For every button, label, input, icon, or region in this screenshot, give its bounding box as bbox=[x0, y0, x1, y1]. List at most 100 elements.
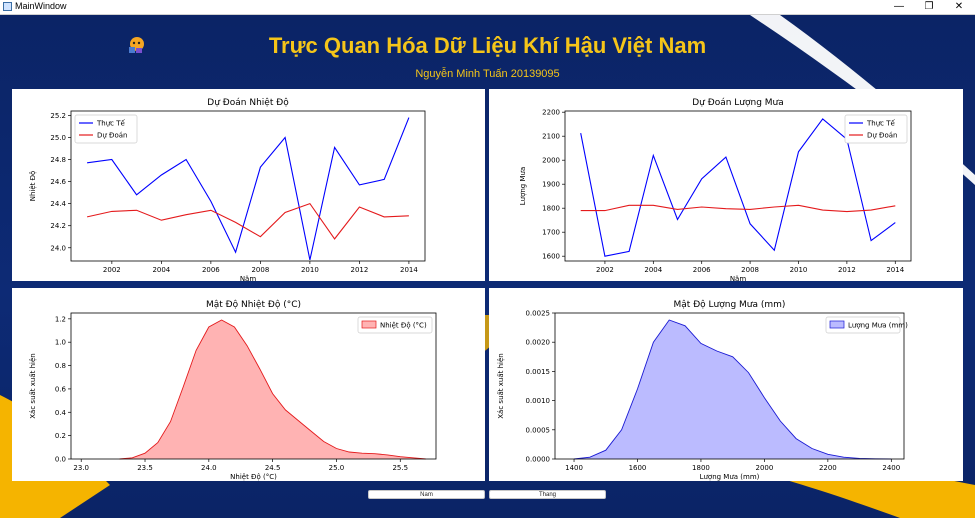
y-tick-label: 24.4 bbox=[50, 200, 66, 208]
density-fill-area bbox=[119, 320, 426, 459]
y-tick-label: 25.2 bbox=[50, 112, 66, 120]
x-axis-label: Lượng Mưa (mm) bbox=[700, 473, 760, 481]
legend-label: Nhiệt Độ (°C) bbox=[380, 322, 427, 330]
density-fill-area bbox=[574, 320, 892, 459]
weather-logo-icon bbox=[129, 37, 144, 53]
plot-frame bbox=[70, 110, 426, 262]
rainfall-forecast-panel: Dự Đoán Lượng Mưa Năm Lượng Mưa 2002 2004 200… bbox=[489, 89, 963, 283]
year-button[interactable]: Nam bbox=[368, 490, 485, 499]
y-tick-label: 0.0000 bbox=[526, 456, 551, 464]
x-tick-label: 2004 bbox=[152, 266, 170, 274]
legend-swatch bbox=[829, 320, 845, 329]
x-tick-label: 2010 bbox=[301, 266, 319, 274]
x-tick-label: 2002 bbox=[103, 266, 121, 274]
y-tick-label: 1.2 bbox=[55, 315, 66, 323]
x-tick-label: 2000 bbox=[755, 464, 773, 472]
actual-series-line bbox=[87, 117, 410, 261]
x-tick-label: 25.0 bbox=[329, 464, 345, 472]
legend-label: Dự Đoán bbox=[97, 132, 128, 140]
y-tick-label: 0.8 bbox=[55, 362, 66, 370]
x-tick-label: 25.5 bbox=[392, 464, 408, 472]
y-tick-label: 1600 bbox=[542, 253, 560, 261]
y-tick-label: 24.0 bbox=[50, 244, 66, 252]
x-tick-label: 24.5 bbox=[265, 464, 281, 472]
x-tick-label: 23.0 bbox=[73, 464, 89, 472]
x-axis-label: Năm bbox=[730, 275, 747, 281]
x-tick-label: 2014 bbox=[400, 266, 418, 274]
predicted-series-line bbox=[86, 202, 409, 240]
legend-box bbox=[74, 114, 138, 144]
y-tick-label: 2200 bbox=[542, 109, 560, 117]
rainfall-forecast-chart: Dự Đoán Lượng Mưa Năm Lượng Mưa 2002 2004 200… bbox=[519, 98, 912, 283]
y-axis-label: Xác suất xuất hiện bbox=[497, 353, 505, 418]
y-tick-label: 0.0025 bbox=[526, 310, 551, 318]
density-line bbox=[119, 319, 426, 460]
temperature-forecast-panel: Dự Đoán Nhiệt Độ Năm Nhiệt Độ 2002 2004 2006 2… bbox=[12, 89, 485, 283]
x-tick-label: 2012 bbox=[838, 266, 856, 274]
chart-title: Mật Độ Lượng Mưa (mm) bbox=[674, 299, 786, 310]
legend-box bbox=[357, 316, 433, 334]
y-tick-label: 1900 bbox=[542, 181, 560, 189]
minimize-button[interactable]: — bbox=[894, 1, 904, 12]
x-tick-label: 2200 bbox=[819, 464, 837, 472]
y-tick-label: 1.0 bbox=[55, 339, 66, 347]
x-tick-label: 2014 bbox=[886, 266, 904, 274]
x-tick-label: 1400 bbox=[565, 464, 583, 472]
density-line bbox=[573, 319, 892, 460]
y-tick-label: 0.6 bbox=[55, 385, 67, 393]
plot-frame bbox=[70, 312, 437, 460]
x-tick-label: 2002 bbox=[596, 266, 614, 274]
temperature-forecast-chart: Dự Đoán Nhiệt Độ Năm Nhiệt Độ 2002 2004 2006 2… bbox=[29, 97, 426, 283]
y-axis-label: Nhiệt Độ bbox=[29, 171, 37, 202]
x-tick-label: 2006 bbox=[693, 266, 711, 274]
x-tick-label: 1800 bbox=[692, 464, 710, 472]
y-axis-label: Lượng Mưa bbox=[519, 167, 527, 206]
y-tick-label: 1700 bbox=[542, 229, 560, 237]
chart-title: Dự Đoán Nhiệt Độ bbox=[207, 97, 289, 108]
x-tick-label: 1600 bbox=[629, 464, 647, 472]
legend-label: Dự Đoán bbox=[867, 132, 898, 140]
x-tick-label: 2010 bbox=[790, 266, 808, 274]
x-axis-label: Năm bbox=[240, 275, 257, 281]
app-icon bbox=[3, 2, 12, 11]
legend-box bbox=[825, 316, 901, 334]
legend-swatch bbox=[361, 320, 377, 329]
legend-label: Lượng Mưa (mm) bbox=[848, 322, 908, 330]
rainfall-density-chart: Mật Độ Lượng Mưa (mm) Lượng Mưa (mm) Xác s… bbox=[497, 299, 908, 481]
y-tick-label: 1800 bbox=[542, 205, 560, 213]
close-button[interactable]: ✕ bbox=[954, 1, 964, 12]
x-tick-label: 2400 bbox=[882, 464, 900, 472]
y-tick-label: 0.0010 bbox=[526, 397, 551, 405]
page-title: Trực Quan Hóa Dữ Liệu Khí Hậu Việt Nam bbox=[268, 33, 707, 58]
rainfall-density-panel: Mật Độ Lượng Mưa (mm) Lượng Mưa (mm) Xác s… bbox=[489, 288, 963, 481]
y-tick-label: 24.2 bbox=[50, 222, 66, 230]
y-tick-label: 24.6 bbox=[50, 178, 66, 186]
chart-title: Mật Độ Nhiệt Độ (°C) bbox=[206, 299, 301, 310]
x-tick-label: 24.0 bbox=[201, 464, 217, 472]
y-tick-label: 0.0 bbox=[55, 456, 66, 464]
author-subtitle: Nguyễn Minh Tuấn 20139095 bbox=[415, 68, 560, 80]
window-title: MainWindow bbox=[15, 1, 67, 11]
legend-box bbox=[844, 114, 908, 144]
y-tick-label: 2100 bbox=[542, 133, 560, 141]
x-tick-label: 2008 bbox=[741, 266, 759, 274]
plot-frame bbox=[554, 312, 905, 460]
predicted-series-line bbox=[580, 204, 896, 213]
y-tick-label: 25.0 bbox=[50, 134, 66, 142]
y-tick-label: 0.2 bbox=[55, 432, 66, 440]
y-tick-label: 0.0005 bbox=[526, 426, 551, 434]
actual-series-line bbox=[580, 118, 896, 257]
y-tick-label: 0.4 bbox=[55, 409, 67, 417]
plot-frame bbox=[564, 110, 912, 262]
legend-label: Thực Tế bbox=[866, 120, 895, 128]
restore-button[interactable]: ❐ bbox=[924, 1, 934, 12]
window-titlebar: MainWindow — ❐ ✕ bbox=[0, 0, 975, 15]
temperature-density-panel: Mật Độ Nhiệt Độ (°C) Nhiệt Độ (°C) Xác suấ… bbox=[12, 288, 485, 481]
x-tick-label: 2006 bbox=[202, 266, 220, 274]
month-button[interactable]: Thang bbox=[489, 490, 606, 499]
y-tick-label: 0.0015 bbox=[526, 368, 551, 376]
x-tick-label: 2012 bbox=[350, 266, 368, 274]
chart-title: Dự Đoán Lượng Mưa bbox=[692, 98, 784, 108]
temperature-density-chart: Mật Độ Nhiệt Độ (°C) Nhiệt Độ (°C) Xác suấ… bbox=[29, 299, 437, 481]
x-axis-label: Nhiệt Độ (°C) bbox=[230, 473, 277, 481]
